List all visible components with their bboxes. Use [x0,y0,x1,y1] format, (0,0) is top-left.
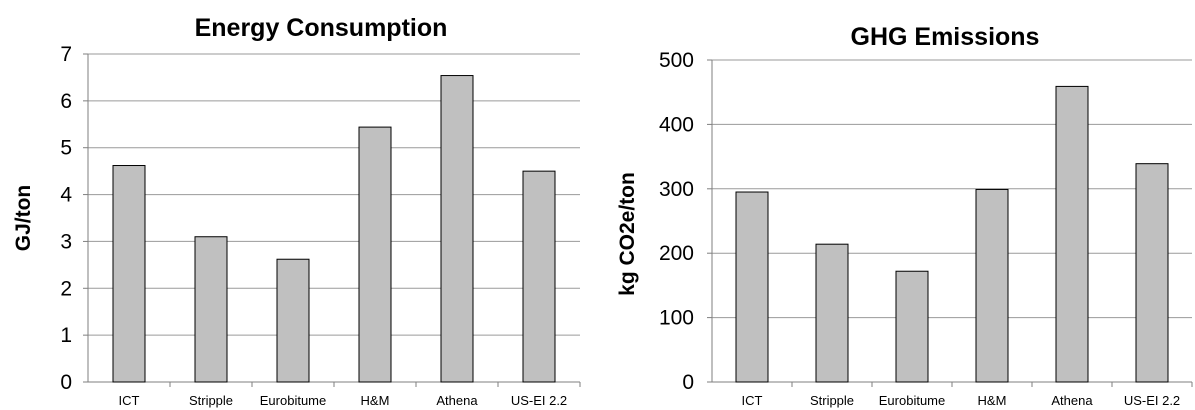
y-tick-label: 2 [60,277,72,300]
bar-h-m [358,126,392,383]
chart-title: GHG Emissions [851,23,1040,51]
y-tick-label: 100 [659,307,694,330]
bar-stripple [194,236,228,383]
x-tick-label-ict: ICT [119,393,140,408]
bar-eurobitume [895,270,929,383]
energy-consumption-chart: Energy Consumption GJ/ton 0 1 2 3 4 5 6 7 ICT Strip… [12,14,581,408]
chart-title: Energy Consumption [195,14,448,42]
bar-h-m [975,188,1009,383]
x-tick-label-stripple: Stripple [810,393,854,408]
x-tick-label-athena: Athena [1051,393,1093,408]
x-tick-label-athena: Athena [436,393,478,408]
y-tick-label: 0 [682,371,694,394]
ghg-emissions-chart: GHG Emissions kg CO2e/ton 0 100 200 300 400 500… [616,23,1193,408]
bar-ict [112,165,146,383]
x-tick-label-us-ei-2-2: US-EI 2.2 [511,393,567,408]
y-tick-label: 0 [60,371,72,394]
x-tick-label-ict: ICT [742,393,763,408]
y-tick-label: 200 [659,242,694,265]
x-tick-label-eurobitume: Eurobitume [879,393,945,408]
bar-ict [735,191,769,383]
y-tick-label: 4 [60,184,72,207]
y-tick-label: 5 [60,137,72,160]
bar-us-ei-2-2 [522,170,556,383]
bar-stripple [815,243,849,383]
y-tick-label: 7 [60,43,72,66]
y-tick-label: 300 [659,178,694,201]
y-axis-label: GJ/ton [12,185,35,252]
y-tick-label: 3 [60,230,72,253]
x-tick-label-h-m: H&M [361,393,390,408]
bar-us-ei-2-2 [1135,163,1169,383]
y-tick-label: 1 [60,324,72,347]
y-tick-label: 500 [659,49,694,72]
x-tick-label-us-ei-2-2: US-EI 2.2 [1124,393,1180,408]
x-tick-label-stripple: Stripple [189,393,233,408]
y-tick-label: 6 [60,90,72,113]
bar-eurobitume [276,258,310,383]
x-tick-label-h-m: H&M [978,393,1007,408]
bar-athena [440,75,474,383]
y-axis-label: kg CO2e/ton [616,172,639,296]
bar-athena [1055,85,1089,383]
x-tick-label-eurobitume: Eurobitume [260,393,326,408]
y-tick-label: 400 [659,113,694,136]
